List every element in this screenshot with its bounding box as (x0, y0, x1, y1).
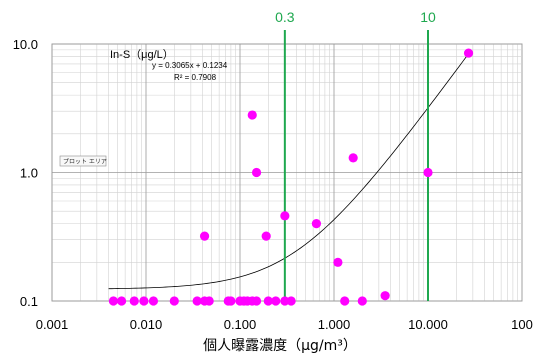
data-point (423, 167, 433, 178)
data-point (247, 110, 257, 120)
trendline-r2: R² = 0.7908 (174, 73, 217, 82)
data-point (286, 296, 296, 306)
data-point (148, 296, 159, 306)
reference-line-label: 0.3 (275, 9, 295, 25)
data-point (311, 219, 322, 229)
y-tick-label: 1.0 (20, 166, 38, 181)
data-point (129, 296, 139, 306)
data-point (261, 231, 271, 241)
data-point (263, 296, 273, 306)
y-tick-labels: 0.1 1.0 10.0 (13, 37, 38, 309)
y-tick-label: 10.0 (13, 37, 38, 52)
data-point (226, 296, 236, 306)
legend-series-name: In-S（μg/L） (110, 48, 174, 61)
trendline (108, 53, 469, 290)
x-tick-label: 0.100 (224, 317, 257, 332)
data-point (333, 257, 343, 267)
data-points (108, 48, 474, 306)
tooltip-label: プロット エリア (63, 159, 107, 166)
reference-line-label: 10 (420, 9, 436, 25)
x-tick-labels: 0.001 0.010 0.100 1.000 10.000 100 (36, 317, 533, 332)
x-tick-label: 100 (511, 317, 533, 332)
x-tick-label: 0.010 (130, 317, 163, 332)
x-tick-label: 1.000 (318, 317, 351, 332)
data-point (380, 291, 390, 301)
data-point (251, 296, 262, 306)
reference-lines: 0.3 10 (275, 9, 436, 301)
data-point (340, 296, 350, 306)
x-axis-title: 個人曝露濃度（μg/m³） (203, 338, 357, 354)
plot-area-tooltip: プロット エリア (59, 155, 107, 167)
y-tick-label: 0.1 (20, 294, 38, 309)
data-point (463, 48, 474, 58)
data-point (204, 296, 214, 306)
x-tick-label: 0.001 (36, 317, 69, 332)
data-point (271, 296, 281, 306)
data-point (169, 296, 179, 306)
data-point (357, 296, 367, 306)
data-point (348, 153, 358, 163)
data-point (251, 167, 262, 178)
x-tick-label: 10.000 (408, 317, 448, 332)
data-point (199, 231, 210, 241)
data-point (192, 296, 202, 306)
data-point (108, 296, 119, 306)
data-point (116, 296, 127, 306)
trendline-equation: y = 0.3065x + 0.1234 (152, 61, 228, 70)
data-point (139, 296, 149, 306)
data-point (280, 296, 290, 306)
data-point (280, 211, 290, 221)
